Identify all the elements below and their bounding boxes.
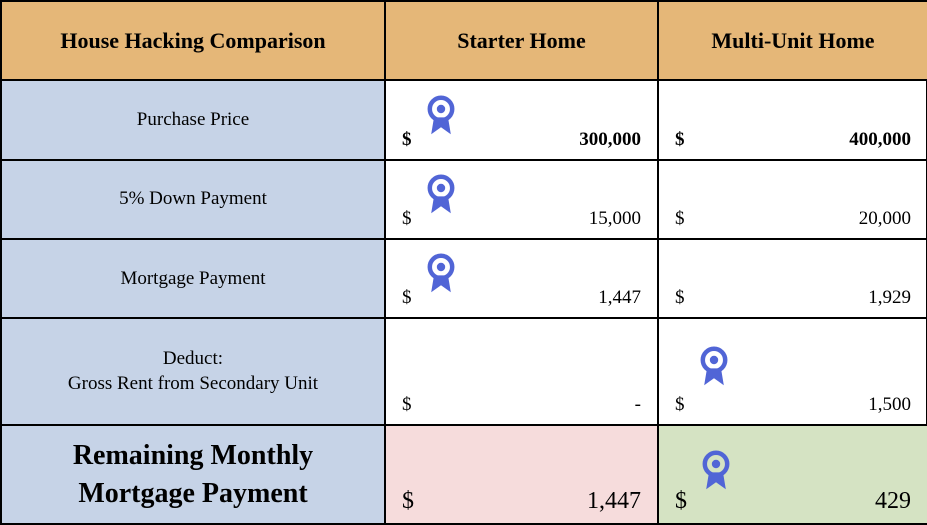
label-mortgage-payment: Mortgage Payment: [1, 239, 385, 318]
starter-purchase-price: $ 300,000: [385, 80, 658, 159]
header-multi-cell: Multi-Unit Home: [658, 1, 927, 80]
label-text: 5% Down Payment: [119, 186, 267, 212]
row-down-payment: 5% Down Payment $ 15,000 $ 20,000: [1, 160, 926, 239]
amount: 1,500: [868, 394, 911, 416]
multi-down-payment: $ 20,000: [658, 160, 927, 239]
label-remaining: Remaining Monthly Mortgage Payment: [1, 425, 385, 524]
award-ribbon-icon: [424, 253, 458, 295]
currency: $: [402, 287, 412, 309]
amount: 400,000: [849, 129, 911, 151]
comparison-table: House Hacking Comparison Starter Home Mu…: [0, 0, 927, 525]
starter-mortgage-payment: $ 1,447: [385, 239, 658, 318]
header-title-cell: House Hacking Comparison: [1, 1, 385, 80]
award-ribbon-icon: [424, 174, 458, 216]
label-down-payment: 5% Down Payment: [1, 160, 385, 239]
amount: 1,447: [587, 488, 641, 515]
row-remaining: Remaining Monthly Mortgage Payment $ 1,4…: [1, 425, 926, 524]
currency: $: [675, 208, 685, 230]
amount: 429: [875, 488, 911, 515]
award-ribbon-icon: [699, 450, 733, 492]
currency: $: [675, 488, 687, 515]
starter-deduct-rent: $ -: [385, 318, 658, 425]
amount: 1,929: [868, 287, 911, 309]
currency: $: [402, 488, 414, 515]
currency: $: [675, 129, 685, 151]
table-header-row: House Hacking Comparison Starter Home Mu…: [1, 1, 926, 80]
label-text: Purchase Price: [137, 107, 249, 133]
label-purchase-price: Purchase Price: [1, 80, 385, 159]
currency: $: [675, 394, 685, 416]
amount: 1,447: [598, 287, 641, 309]
row-deduct-rent: Deduct: Gross Rent from Secondary Unit $…: [1, 318, 926, 425]
multi-remaining: $ 429: [658, 425, 927, 524]
currency: $: [402, 208, 412, 230]
header-title: House Hacking Comparison: [60, 28, 325, 54]
row-purchase-price: Purchase Price $ 300,000 $ 400,000: [1, 80, 926, 159]
header-starter-cell: Starter Home: [385, 1, 658, 80]
currency: $: [402, 129, 412, 151]
amount: 300,000: [579, 129, 641, 151]
starter-remaining: $ 1,447: [385, 425, 658, 524]
multi-mortgage-payment: $ 1,929: [658, 239, 927, 318]
amount: -: [635, 394, 641, 416]
award-ribbon-icon: [424, 95, 458, 137]
row-mortgage-payment: Mortgage Payment $ 1,447 $ 1,929: [1, 239, 926, 318]
label-text: Deduct: Gross Rent from Secondary Unit: [68, 346, 318, 397]
header-starter: Starter Home: [457, 28, 586, 54]
label-text: Mortgage Payment: [120, 266, 265, 292]
amount: 20,000: [859, 208, 911, 230]
label-text: Remaining Monthly Mortgage Payment: [73, 437, 313, 513]
currency: $: [402, 394, 412, 416]
amount: 15,000: [589, 208, 641, 230]
currency: $: [675, 287, 685, 309]
label-deduct-rent: Deduct: Gross Rent from Secondary Unit: [1, 318, 385, 425]
multi-purchase-price: $ 400,000: [658, 80, 927, 159]
multi-deduct-rent: $ 1,500: [658, 318, 927, 425]
starter-down-payment: $ 15,000: [385, 160, 658, 239]
header-multi: Multi-Unit Home: [711, 28, 874, 54]
award-ribbon-icon: [697, 346, 731, 388]
